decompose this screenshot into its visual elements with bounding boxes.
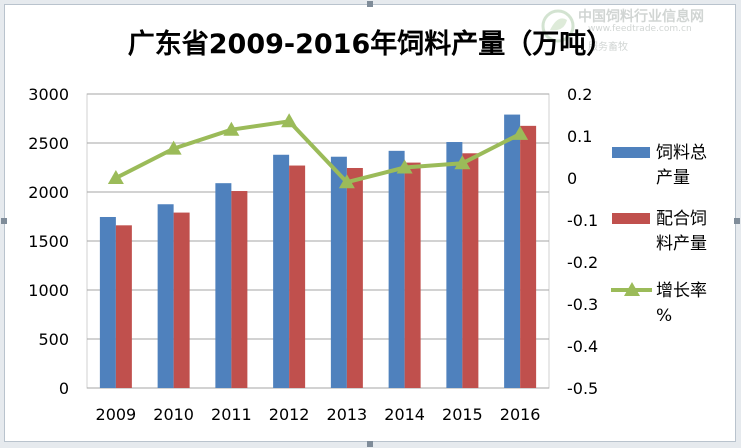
resize-handle-bottom[interactable] [367,441,373,447]
bar [388,150,405,388]
right-axis-tick-label: -0.5 [567,379,598,398]
left-axis-tick-label: 3000 [28,85,69,104]
right-axis-tick-label: -0.1 [567,211,598,230]
bar [462,153,479,388]
x-axis-tick-label: 2016 [500,405,541,424]
legend-label: 料产量 [656,234,707,254]
x-axis-tick-label: 2015 [442,405,483,424]
bar [231,191,248,388]
bar [520,125,537,388]
chart-title: 广东省2009-2016年饲料产量（万吨） [127,29,614,60]
legend-swatch-marker [624,282,640,296]
watermark-url: www.feedtrade.com.cn [588,24,692,34]
left-axis-tick-label: 2000 [28,183,69,202]
bar [173,212,190,388]
growth-rate-point [512,125,529,140]
growth-rate-point [338,174,355,189]
legend-label: 产量 [656,168,690,188]
leaf-logo-icon [541,9,575,43]
right-axis-tick-label: -0.2 [567,253,598,272]
growth-rate-point [165,140,182,155]
growth-rate-point [281,113,298,128]
right-axis-tick-label: 0.2 [567,85,592,104]
growth-rate-point [223,121,240,136]
bar [404,162,421,388]
x-axis-tick-label: 2010 [153,405,194,424]
resize-handle-top[interactable] [367,1,373,7]
bar [115,225,132,388]
left-axis-tick-label: 0 [59,379,69,398]
x-axis-tick-label: 2013 [327,405,368,424]
bar [273,154,290,388]
left-axis-tick-label: 1000 [28,281,69,300]
right-axis-tick-label: 0.1 [567,127,592,146]
bar [215,183,232,388]
right-axis-tick-label: -0.4 [567,337,598,356]
bar [446,142,463,388]
legend-label: % [656,306,672,326]
watermark-tagline: 服务畜牧 [588,42,628,53]
left-axis-tick-label: 500 [38,330,69,349]
left-axis-tick-label: 1500 [28,232,69,251]
x-axis-tick-label: 2011 [211,405,252,424]
legend-label: 增长率 [656,281,707,301]
growth-rate-point [454,155,471,170]
right-axis-tick-label: -0.3 [567,295,598,314]
left-axis-tick-label: 2500 [28,134,69,153]
x-axis-tick-label: 2014 [384,405,425,424]
legend-swatch [612,147,650,158]
legend-label: 配合饲 [656,209,707,229]
bar [330,156,347,388]
bar [99,216,116,388]
growth-rate-line [114,119,522,185]
growth-rate-point [107,170,124,184]
x-axis-tick-label: 2012 [269,405,310,424]
watermark: 中国饲料行业信息网 www.feedtrade.com.cn 服务畜牧 [540,4,736,54]
bar [289,165,306,388]
bar [346,167,363,388]
resize-handle-right[interactable] [734,218,740,224]
resize-handle-left[interactable] [1,218,7,224]
growth-rate-point [396,159,413,174]
watermark-site-name: 中国饲料行业信息网 [578,9,704,25]
x-axis-tick-label: 2009 [96,405,137,424]
bar [504,114,521,388]
bar [157,204,174,388]
legend-swatch [612,213,650,224]
right-axis-tick-label: 0 [567,169,577,188]
legend-label: 饲料总 [656,143,707,163]
